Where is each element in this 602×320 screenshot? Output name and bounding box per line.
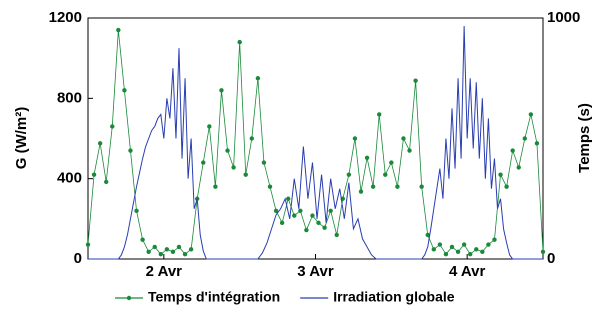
series-marker	[85, 242, 91, 247]
series-marker	[316, 220, 321, 226]
series-marker	[170, 249, 176, 254]
series-marker	[298, 208, 303, 213]
y2-tick-label: 1000	[547, 9, 580, 26]
series-marker	[304, 227, 309, 233]
x-tick-label: 3 Avr	[297, 263, 334, 280]
y-tick-label: 400	[57, 170, 82, 187]
series-marker	[134, 208, 139, 213]
series-marker	[358, 189, 364, 194]
series-marker	[91, 172, 97, 177]
y-tick-label: 0	[74, 250, 82, 267]
series-marker	[201, 160, 206, 165]
y-tick-label: 1200	[49, 9, 82, 26]
series-marker	[370, 184, 376, 189]
legend-label: Temps d'intégration	[148, 289, 280, 305]
series-marker	[213, 184, 218, 189]
series-marker	[158, 251, 163, 257]
series-marker	[104, 179, 109, 185]
series-marker	[249, 136, 254, 141]
series-marker	[225, 148, 230, 153]
series-marker	[468, 251, 473, 257]
series-marker	[443, 251, 449, 257]
series-marker	[122, 88, 127, 93]
series-marker	[413, 78, 418, 83]
series-line	[88, 26, 543, 260]
series-marker	[286, 196, 291, 201]
series-marker	[364, 155, 370, 160]
series-marker	[188, 247, 194, 252]
series-marker	[480, 249, 485, 254]
series-marker	[292, 213, 297, 218]
series-marker	[492, 237, 497, 242]
series-marker	[461, 242, 467, 247]
series-marker	[510, 148, 515, 153]
series-marker	[243, 172, 248, 177]
series-marker	[407, 148, 412, 153]
series-marker	[261, 160, 267, 165]
series-marker	[534, 141, 540, 146]
series-marker	[419, 184, 424, 189]
legend-marker	[126, 295, 132, 301]
series-marker	[516, 165, 521, 170]
series-marker	[334, 232, 339, 238]
series-marker	[395, 184, 400, 189]
series-marker	[273, 208, 279, 213]
legend-label: Irradiation globale	[333, 289, 455, 305]
x-tick-label: 4 Avr	[449, 263, 486, 280]
series-marker	[128, 148, 133, 153]
series-marker	[437, 242, 443, 247]
y2-axis-label: Temps (s)	[576, 103, 593, 173]
series-marker	[310, 213, 315, 218]
y2-tick-label: 0	[547, 250, 555, 267]
series-marker	[328, 208, 333, 213]
series-marker	[152, 244, 157, 250]
series-marker	[164, 247, 170, 252]
series-marker	[219, 88, 224, 93]
series-marker	[346, 172, 352, 177]
series-marker	[486, 242, 491, 247]
series-marker	[140, 237, 145, 242]
series-marker	[97, 141, 103, 146]
series-marker	[449, 244, 455, 250]
y-axis-label: G (W/m²)	[13, 107, 30, 169]
series-marker	[146, 249, 151, 254]
series-marker	[377, 112, 382, 117]
series-marker	[267, 184, 273, 189]
series-marker	[474, 247, 479, 252]
series-marker	[389, 160, 394, 165]
series-marker	[237, 39, 242, 45]
series-marker	[401, 136, 406, 141]
series-marker	[540, 249, 546, 254]
series-line	[87, 30, 544, 255]
series-marker	[116, 27, 121, 33]
series-marker	[352, 136, 358, 141]
series-marker	[322, 225, 327, 230]
series-marker	[455, 249, 461, 254]
series-marker	[431, 247, 436, 252]
series-marker	[110, 124, 115, 129]
series-marker	[176, 244, 182, 250]
series-marker	[504, 184, 509, 189]
series-marker	[383, 172, 388, 177]
series-marker	[255, 76, 261, 81]
plot-frame	[87, 17, 544, 260]
series-marker	[182, 251, 188, 257]
series-marker	[207, 124, 212, 129]
series-marker	[425, 232, 430, 238]
series-marker	[522, 136, 527, 141]
series-marker	[279, 220, 285, 226]
x-tick-label: 2 Avr	[146, 263, 183, 280]
y-tick-label: 800	[57, 89, 82, 106]
series-marker	[231, 165, 236, 170]
series-marker	[528, 112, 534, 117]
series-marker	[498, 172, 503, 177]
